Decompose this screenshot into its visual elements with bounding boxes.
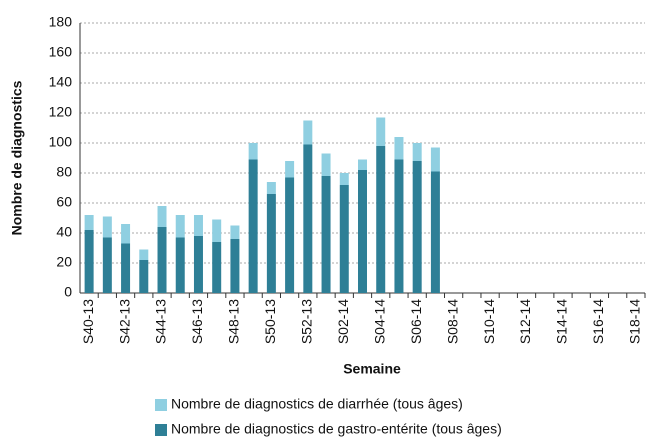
y-tick-label: 100: [49, 134, 73, 150]
x-tick-label: S48-13: [226, 299, 242, 344]
bar-segment: [121, 224, 131, 244]
bar-segment: [248, 143, 258, 160]
bar-segment: [339, 173, 349, 185]
bar-segment: [285, 177, 295, 293]
x-tick-label: S10-14: [481, 299, 497, 344]
bar-segment: [175, 237, 185, 293]
bar-segment: [412, 161, 422, 293]
y-tick-label: 40: [56, 224, 72, 240]
bar-segment: [303, 144, 313, 293]
x-tick-label: S06-14: [408, 299, 424, 344]
bar-segment: [139, 260, 149, 293]
y-tick-label: 60: [56, 194, 72, 210]
bar-segment: [266, 182, 276, 194]
x-tick-label: S02-14: [335, 299, 351, 344]
bar-segment: [430, 147, 440, 172]
x-tick-label: S42-13: [116, 299, 132, 344]
x-tick-label: S16-14: [590, 299, 606, 344]
bar-segment: [212, 219, 222, 242]
bar-segment: [102, 216, 112, 238]
x-tick-label: S52-13: [299, 299, 315, 344]
bar-segment: [266, 194, 276, 293]
bar-segment: [394, 159, 404, 293]
bar-segment: [321, 176, 331, 293]
bar-segment: [157, 206, 167, 227]
bar-segment: [230, 225, 240, 239]
legend-swatch: [155, 399, 167, 411]
legend-label: Nombre de diagnostics de gastro-entérite…: [171, 421, 502, 437]
x-tick-label: S50-13: [262, 299, 278, 344]
legend-label: Nombre de diagnostics de diarrhée (tous …: [171, 396, 463, 412]
bar-segment: [303, 120, 313, 145]
x-tick-label: S18-14: [627, 299, 643, 344]
x-tick-label: S44-13: [153, 299, 169, 344]
bar-segment: [358, 159, 367, 170]
x-tick-label: S14-14: [554, 299, 570, 344]
bar-segment: [285, 161, 295, 178]
bar-segment: [193, 215, 203, 236]
legend-swatch: [155, 424, 167, 436]
bar-segment: [139, 249, 149, 260]
bar-segment: [212, 242, 222, 293]
bar-segment: [339, 185, 349, 293]
bar-segment: [376, 146, 386, 293]
x-tick-label: S40-13: [80, 299, 96, 344]
bar-segment: [430, 171, 440, 293]
x-tick-label: S12-14: [517, 299, 533, 344]
bar-segment: [175, 215, 185, 238]
bar-segment: [102, 237, 112, 293]
y-tick-label: 120: [49, 104, 73, 120]
bar-segment: [248, 159, 258, 293]
x-tick-label: S46-13: [189, 299, 205, 344]
bar-segment: [157, 227, 167, 293]
bar-segment: [230, 239, 240, 293]
bar-segment: [394, 137, 404, 160]
y-axis-label: Nombre de diagnostics: [9, 80, 25, 235]
x-tick-label: S04-14: [371, 299, 387, 344]
y-tick-label: 180: [49, 14, 73, 30]
y-tick-label: 140: [49, 74, 73, 90]
y-tick-label: 80: [56, 164, 72, 180]
bar-segment: [121, 243, 131, 293]
bar-segment: [376, 117, 386, 146]
y-tick-label: 160: [49, 44, 73, 60]
y-tick-label: 20: [56, 254, 72, 270]
x-axis-label: Semaine: [343, 361, 401, 377]
x-tick-label: S08-14: [444, 299, 460, 344]
y-tick-label: 0: [64, 284, 72, 300]
bar-segment: [84, 230, 94, 293]
bar-segment: [358, 170, 367, 293]
bar-segment: [193, 236, 203, 293]
bar-segment: [84, 215, 94, 230]
bar-segment: [321, 153, 331, 176]
bar-segment: [412, 143, 422, 161]
